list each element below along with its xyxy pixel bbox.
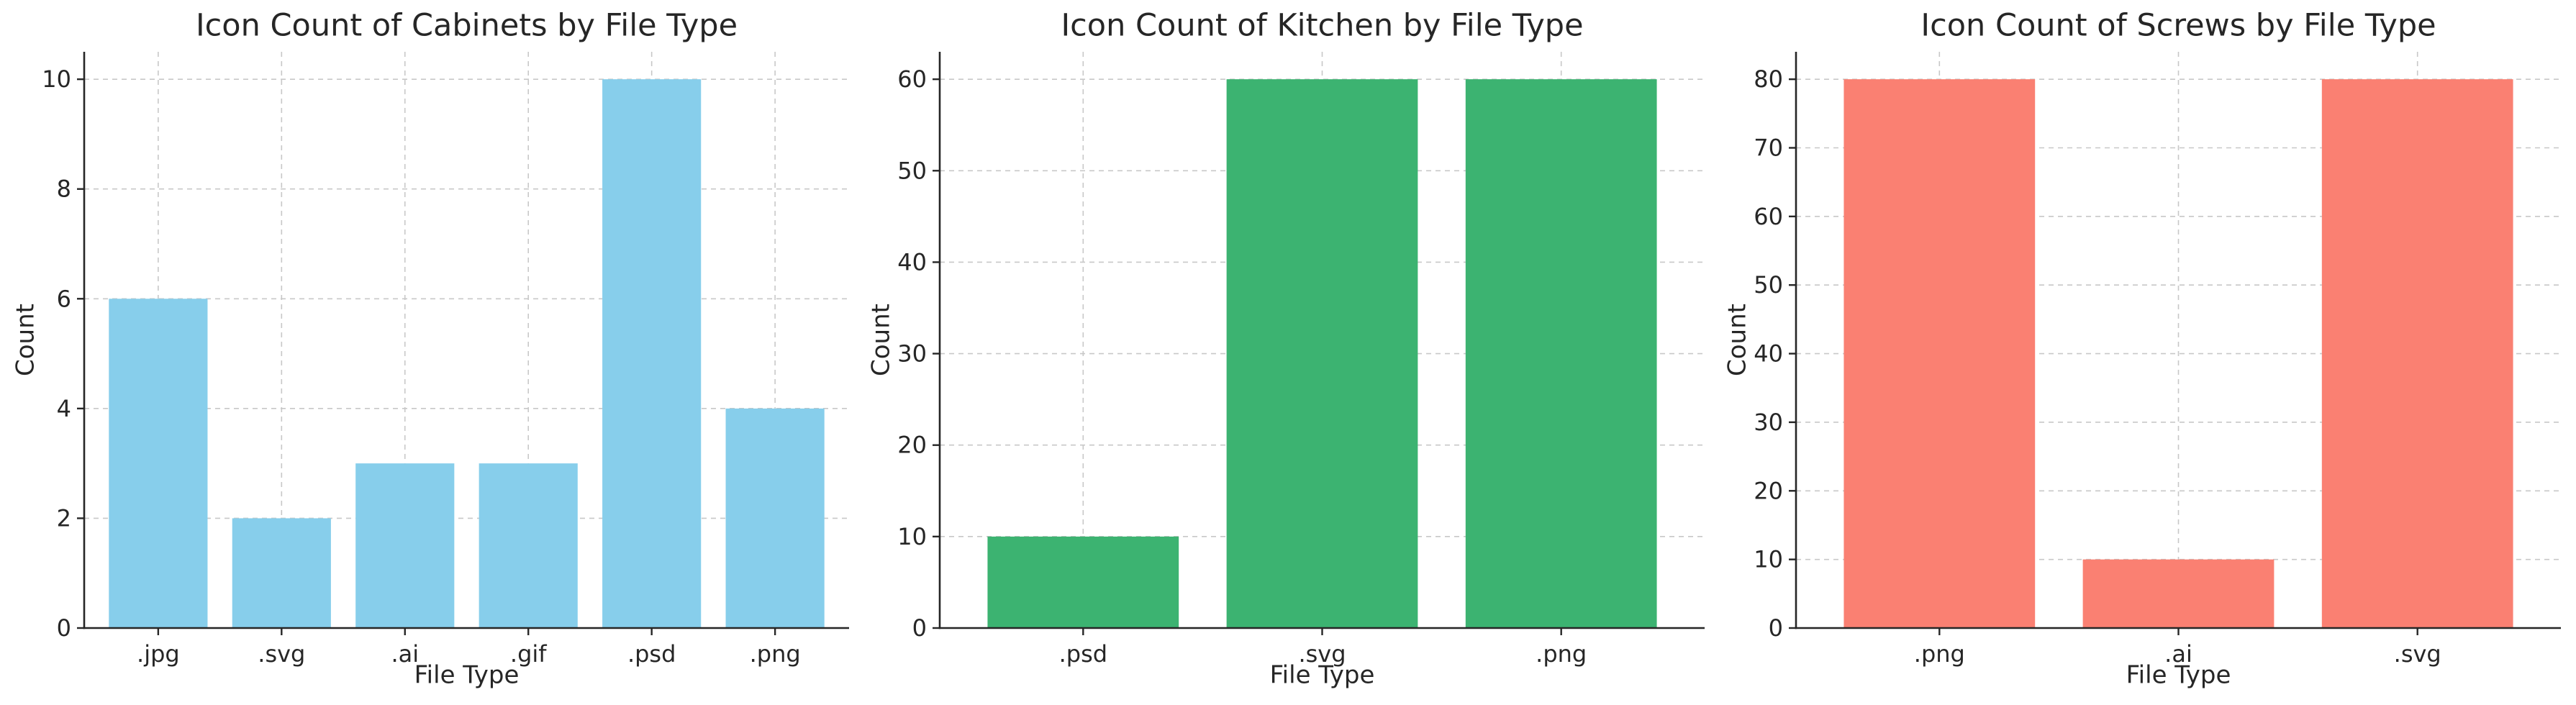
y-axis-label: Count [867, 304, 896, 376]
x-axis-label: File Type [414, 661, 520, 690]
bar-psd [602, 79, 702, 628]
y-tick-label: 30 [1754, 409, 1783, 436]
y-tick-label: 8 [57, 176, 71, 203]
y-axis-label: Count [12, 304, 40, 376]
x-axis-label: File Type [2126, 661, 2231, 690]
x-tick-label: .png [750, 640, 801, 668]
x-tick-label: .svg [258, 640, 305, 668]
y-tick-label: 0 [912, 614, 927, 642]
y-tick-label: 40 [1754, 340, 1783, 368]
y-tick-label: 0 [57, 614, 71, 642]
bar-png [725, 408, 825, 628]
y-tick-label: 10 [42, 65, 71, 93]
x-axis-label: File Type [1270, 661, 1375, 690]
y-tick-label: 10 [897, 523, 927, 550]
x-tick-label: .svg [1298, 640, 1346, 668]
bar-png [1843, 79, 2036, 628]
y-tick-label: 30 [897, 340, 927, 368]
chart-panel-2: 0 10 20 30 40 50 60 .psd .svg .png Icon Count of K… [867, 8, 1705, 690]
chart-title: Icon Count of Screws by File Type [1920, 8, 2436, 44]
bar-svg [2321, 79, 2513, 628]
x-tick-label: .png [1914, 640, 1965, 668]
x-tick-label: .psd [1059, 640, 1107, 668]
chart-panel-1: 0 2 4 6 8 10 .jpg .svg .ai .gif .psd .png Icon Count… [12, 8, 849, 690]
y-tick-label: 4 [57, 395, 71, 422]
y-tick-label: 70 [1754, 135, 1783, 162]
bar-ai [355, 463, 455, 628]
x-tick-label: .jpg [137, 640, 180, 668]
x-tick-label: .svg [2394, 640, 2441, 668]
y-tick-label: 0 [1769, 614, 1783, 642]
bar-psd [987, 536, 1179, 628]
bar-png [1465, 79, 1657, 628]
bar-svg [232, 518, 331, 628]
y-tick-label: 20 [1754, 477, 1783, 504]
y-tick-label: 20 [897, 432, 927, 459]
y-tick-label: 50 [897, 157, 927, 184]
y-tick-label: 2 [57, 504, 71, 532]
chart-panel-3: 0 10 20 30 40 50 60 70 80 .png .ai .svg Icon Count o… [1723, 8, 2561, 690]
x-tick-label: .png [1536, 640, 1587, 668]
y-tick-label: 50 [1754, 271, 1783, 299]
y-tick-label: 80 [1754, 65, 1783, 93]
bar-jpg [109, 299, 208, 628]
y-axis-label: Count [1723, 304, 1752, 376]
x-tick-label: .ai [391, 640, 419, 668]
x-tick-label: .ai [2164, 640, 2192, 668]
y-tick-label: 6 [57, 285, 71, 312]
bar-gif [479, 463, 578, 628]
y-tick-label: 60 [897, 65, 927, 93]
y-tick-label: 10 [1754, 546, 1783, 573]
x-tick-label: .gif [510, 640, 547, 668]
y-tick-label: 60 [1754, 203, 1783, 230]
chart-title: Icon Count of Cabinets by File Type [196, 8, 738, 44]
x-tick-label: .psd [627, 640, 676, 668]
bar-svg [1226, 79, 1418, 628]
bar-ai [2082, 559, 2275, 628]
y-tick-label: 40 [897, 248, 927, 276]
chart-title: Icon Count of Kitchen by File Type [1061, 8, 1583, 44]
